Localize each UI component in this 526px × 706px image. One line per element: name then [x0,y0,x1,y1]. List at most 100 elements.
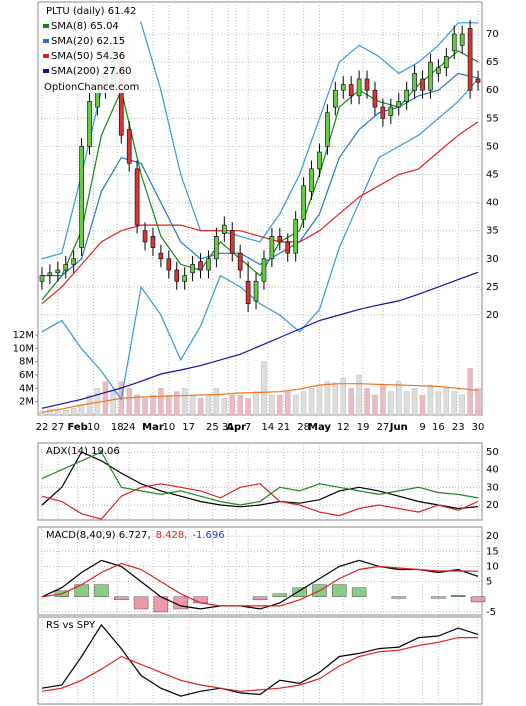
candle-body [436,67,441,74]
volume-bar [364,388,370,416]
macd-histogram-bar [133,596,149,610]
candle-body [166,258,172,271]
volume-bar [197,398,204,416]
volume-bar [269,394,275,416]
candle-body [63,264,69,271]
x-tick-label: 14 [262,422,275,433]
volume-bar [39,411,45,416]
candle-body [142,230,148,243]
candle-body [261,258,267,282]
y-tick-label: 70 [486,29,499,40]
macd-histogram-bar [193,596,208,604]
volume-bar [292,394,299,416]
candle-body [340,84,346,91]
volume-bar [380,384,386,416]
volume-bar [181,388,188,416]
x-tick-label: 17 [182,422,195,433]
volume-bar [237,394,243,416]
legend-swatch [43,39,49,43]
volume-bar [411,388,418,416]
candle-body [39,275,45,282]
candle-body [253,280,259,302]
volume-bar [70,408,77,416]
candle-body [182,275,187,282]
candle-body [388,106,394,116]
candle-body [356,78,362,97]
y-tick-label: 30 [486,482,499,493]
candle-body [412,73,417,91]
volume-bar [356,374,362,416]
panel-title-part: -1.696 [192,530,224,541]
volume-bar [78,404,85,416]
x-tick-label: 27 [377,422,390,433]
panel-title-main: RS vs SPY [46,620,96,631]
volume-tick-label: 8M [19,357,34,368]
volume-bar [443,388,450,416]
x-tick-label: 10 [162,422,175,433]
candle-body [444,56,449,69]
indicator-line [41,559,479,610]
candle-body [348,84,354,97]
x-tick-label: 30 [472,422,485,433]
volume-bar [427,384,434,416]
volume-bar [229,394,235,416]
panel-title-main: MACD(8,40,9) 6.727, [46,530,151,541]
volume-bar [55,410,61,416]
volume-bar [189,394,196,416]
volume-bar [261,361,267,416]
macd-histogram-bar [391,596,406,599]
candle-body [158,252,164,260]
legend-swatch [43,24,49,28]
y-tick-label: -5 [486,607,496,618]
volume-bar [300,391,307,416]
candle-body [79,146,84,248]
volume-bar [158,388,164,416]
panel-frame [37,1,483,416]
macd-histogram-bar [351,587,367,597]
x-tick-label: 7 [245,422,251,433]
sma-line [41,121,479,305]
y-tick-label: 15 [486,546,499,557]
volume-bar [451,391,457,416]
macd-histogram-bar [332,584,347,597]
legend-box [40,3,140,93]
volume-bar [340,378,346,416]
x-tick-label: 31 [222,422,235,433]
macd-histogram-bar [451,595,466,597]
panel-frame [37,616,483,705]
legend-swatch [43,69,49,73]
watermark: OptionChance.com [44,82,139,93]
volume-bar [221,398,228,416]
legend-swatch [43,54,49,58]
volume-bar [174,391,180,416]
y-tick-label: 30 [486,254,499,265]
volume-tick-label: 6M [19,370,34,381]
volume-bar [134,394,140,416]
candle-body [237,252,243,271]
macd-histogram-bar [252,596,268,601]
candle-body [87,101,92,147]
indicator-line [41,451,479,510]
volume-tick-label: 4M [19,383,34,394]
y-tick-label: 45 [486,170,499,181]
macd-histogram-bar [470,596,486,603]
panel-title-main: ADX(14) 19.06 [46,446,120,457]
candle-body [317,151,322,170]
y-tick-label: 50 [486,447,499,458]
y-tick-label: 5 [486,577,492,588]
y-tick-label: 40 [486,465,499,476]
candle-body [71,258,76,265]
x-tick-label: 18 [111,422,124,433]
volume-tick-label: 12M [13,330,34,341]
volume-bar [396,381,402,416]
volume-bar [435,391,442,416]
volume-bar [467,368,473,416]
volume-bar [245,398,251,416]
candle-body [325,112,330,147]
y-tick-label: 25 [486,282,499,293]
candle-body [301,185,306,220]
indicator-line [41,562,479,607]
volume-bar [110,391,117,416]
candle-body [174,269,180,282]
